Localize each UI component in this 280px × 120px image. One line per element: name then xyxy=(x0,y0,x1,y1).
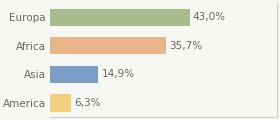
Bar xyxy=(50,94,71,111)
Text: 43,0%: 43,0% xyxy=(193,12,226,22)
Bar xyxy=(50,66,99,83)
Text: 14,9%: 14,9% xyxy=(102,69,135,79)
Bar xyxy=(50,9,190,26)
Text: 35,7%: 35,7% xyxy=(169,41,202,51)
Text: 6,3%: 6,3% xyxy=(74,98,100,108)
Bar xyxy=(50,37,166,54)
